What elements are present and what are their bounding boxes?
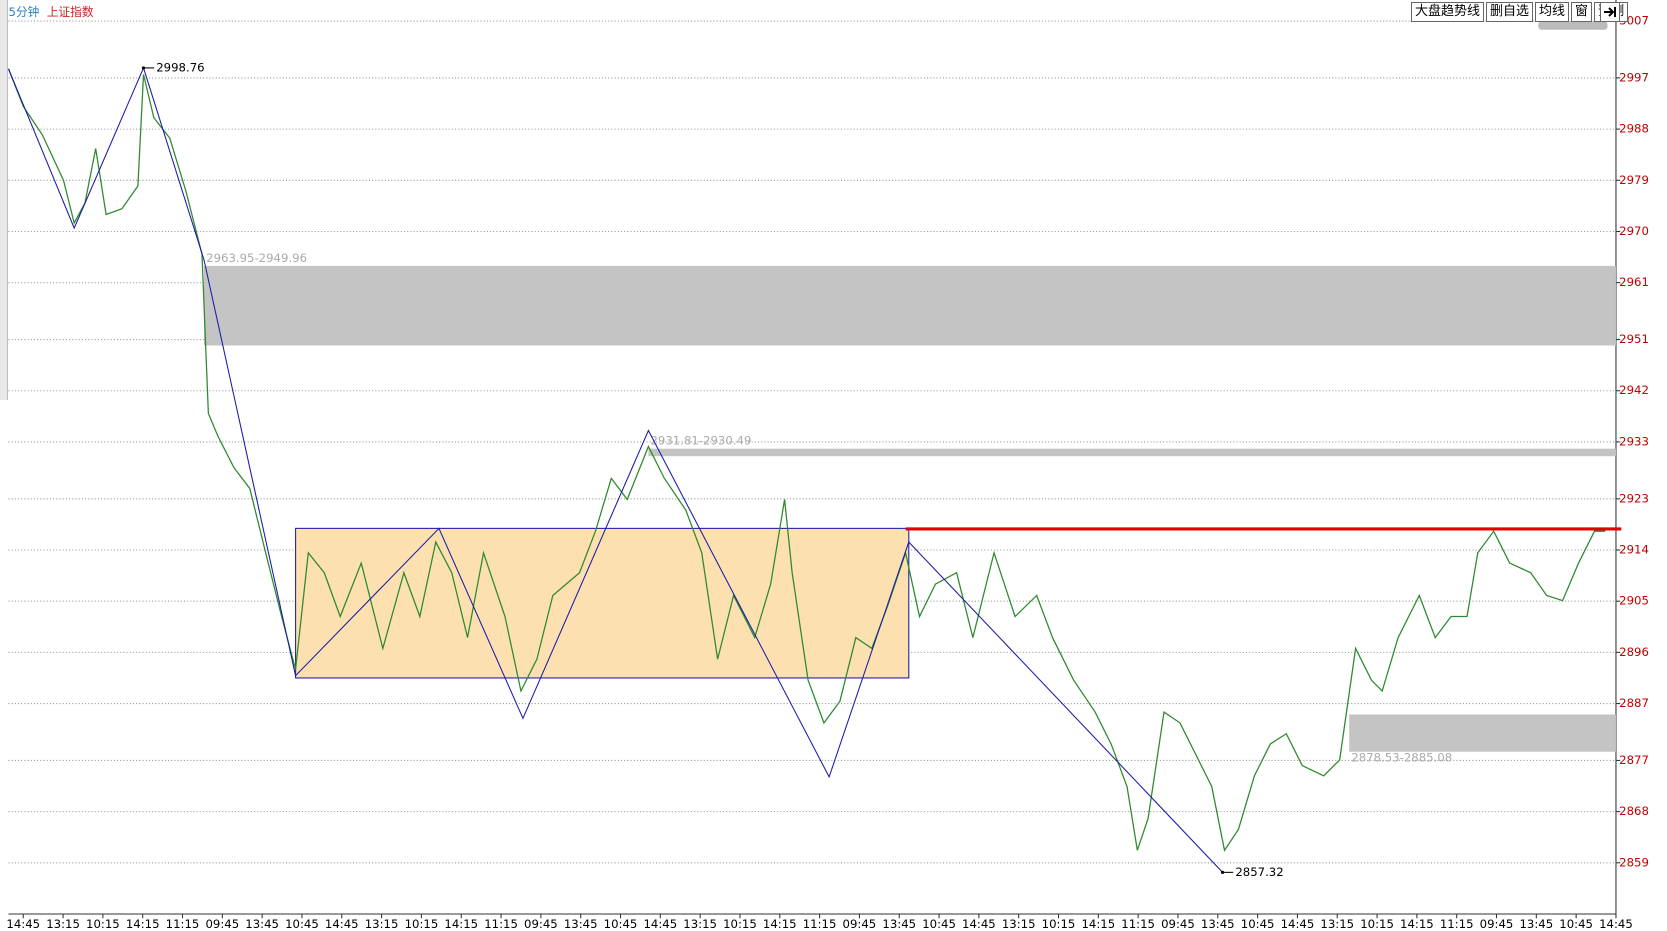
- toolbar: 大盘趋势线删自选均线窗预测: [1411, 2, 1629, 22]
- x-tick-label: 14:15: [763, 917, 797, 931]
- x-tick-label: 09:45: [1161, 917, 1195, 931]
- x-tick-label: 13:45: [1201, 917, 1235, 931]
- toolbar-button[interactable]: 删自选: [1486, 2, 1534, 22]
- side-strip: [0, 0, 8, 400]
- pivot-label: 2998.76: [156, 60, 204, 74]
- x-tick-label: 14:45: [325, 917, 359, 931]
- zone-label: 2963.95-2949.96: [206, 251, 307, 265]
- range-box: [295, 527, 910, 679]
- toolbar-button[interactable]: 均线: [1535, 2, 1570, 22]
- x-tick-label: 10:45: [1559, 917, 1593, 931]
- symbol: 上证指数: [47, 5, 94, 19]
- y-tick-label: 2923: [1619, 491, 1649, 505]
- period: 5分钟: [9, 5, 40, 19]
- x-tick-label: 14:45: [1281, 917, 1315, 931]
- x-tick-label: 13:45: [564, 917, 598, 931]
- x-tick-label: 13:45: [1519, 917, 1553, 931]
- x-tick-label: 10:15: [723, 917, 757, 931]
- x-tick-label: 10:45: [285, 917, 319, 931]
- x-tick-label: 10:15: [86, 917, 120, 931]
- y-tick-label: 2997: [1619, 70, 1649, 84]
- x-tick-label: 09:45: [205, 917, 239, 931]
- x-tick-label: 14:15: [1081, 917, 1115, 931]
- y-tick-label: 2859: [1619, 855, 1649, 869]
- toolbar-button[interactable]: 大盘趋势线: [1411, 2, 1485, 22]
- x-tick-label: 09:45: [843, 917, 877, 931]
- zone-label: 2931.81-2930.49: [651, 434, 752, 448]
- y-tick-label: 2887: [1619, 696, 1649, 710]
- exit-icon: [1604, 7, 1616, 17]
- x-tick-label: 10:45: [1241, 917, 1275, 931]
- x-tick-label: 14:15: [126, 917, 160, 931]
- x-tick-label: 13:15: [1320, 917, 1354, 931]
- y-tick-label: 2970: [1619, 224, 1649, 238]
- y-tick-label: 2979: [1619, 173, 1649, 187]
- y-tick-label: 2988: [1619, 122, 1649, 136]
- x-tick-label: 09:45: [1480, 917, 1514, 931]
- y-tick-label: 2877: [1619, 753, 1649, 767]
- x-tick-label: 14:45: [6, 917, 40, 931]
- y-tick-label: 2942: [1619, 383, 1649, 397]
- zigzag-line: [8, 66, 1223, 873]
- x-tick-label: 11:15: [166, 917, 200, 931]
- exit-button[interactable]: [1600, 2, 1620, 22]
- y-tick-label: 2896: [1619, 645, 1649, 659]
- toolbar-button[interactable]: 窗: [1571, 2, 1593, 22]
- x-tick-label: 13:15: [46, 917, 80, 931]
- x-tick-label: 14:15: [1400, 917, 1434, 931]
- x-tick-label: 11:15: [803, 917, 837, 931]
- y-tick-label: 2914: [1619, 542, 1649, 556]
- y-tick-label: 2868: [1619, 804, 1649, 818]
- x-tick-label: 13:15: [683, 917, 717, 931]
- x-tick-label: 14:45: [962, 917, 996, 931]
- zone-label: 2878.53-2885.08: [1351, 751, 1452, 765]
- price-zone: [648, 448, 1616, 457]
- x-tick-label: 10:45: [604, 917, 638, 931]
- pivot-label: 2857.32: [1235, 865, 1283, 879]
- x-tick-label: 11:15: [484, 917, 518, 931]
- y-tick-label: 2905: [1619, 594, 1649, 608]
- y-tick-label: 2933: [1619, 434, 1649, 448]
- x-tick-label: 14:45: [643, 917, 677, 931]
- x-tick-label: 10:45: [922, 917, 956, 931]
- price-zone: [1349, 714, 1616, 752]
- x-tick-label: 13:15: [1002, 917, 1036, 931]
- y-tick-label: 2961: [1619, 275, 1649, 289]
- x-tick-label: 11:15: [1440, 917, 1474, 931]
- x-tick-label: 10:15: [1360, 917, 1394, 931]
- scroll-handle: [1538, 21, 1608, 30]
- x-tick-label: 13:45: [882, 917, 916, 931]
- x-tick-label: 14:15: [444, 917, 478, 931]
- x-tick-label: 11:15: [1121, 917, 1155, 931]
- price-line: [7, 68, 1606, 852]
- x-tick-label: 09:45: [524, 917, 558, 931]
- x-tick-label: 13:45: [245, 917, 279, 931]
- x-tick-label: 10:15: [405, 917, 439, 931]
- x-tick-label: 10:15: [1042, 917, 1076, 931]
- y-tick-label: 2951: [1619, 332, 1649, 346]
- price-zone: [204, 265, 1616, 346]
- x-tick-label: 14:45: [1599, 917, 1633, 931]
- x-tick-label: 13:15: [365, 917, 399, 931]
